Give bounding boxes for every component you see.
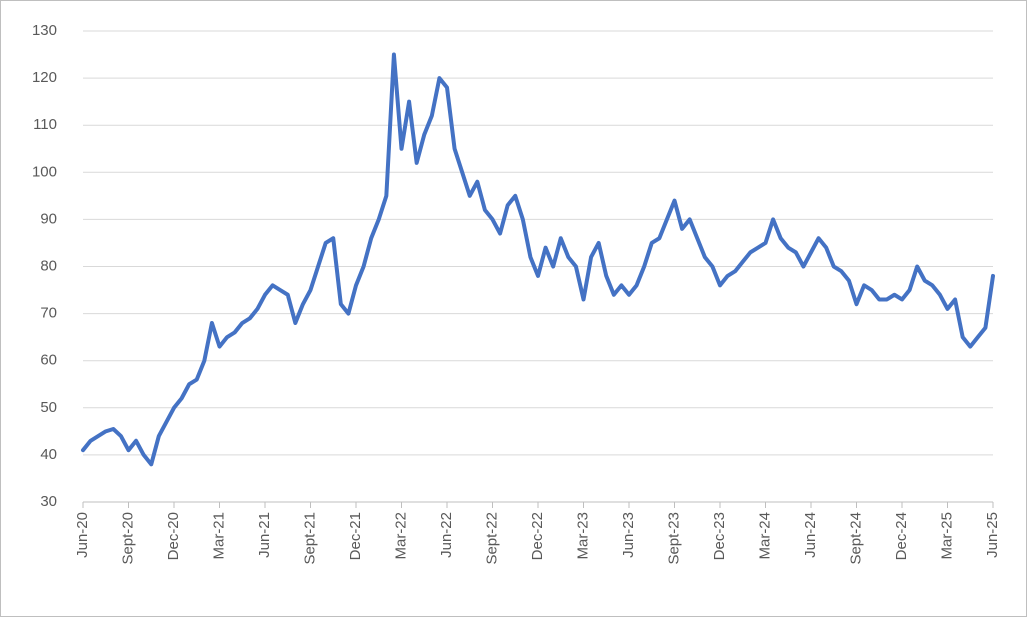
x-tick-label: Sept-23 [665, 512, 682, 565]
x-tick-label: Jun-22 [438, 512, 455, 558]
x-tick-label: Sept-21 [301, 512, 318, 565]
x-tick-label: Jun-25 [984, 512, 1001, 558]
x-tick-label: Dec-21 [347, 512, 364, 560]
x-tick-label: Dec-24 [893, 512, 910, 560]
x-tick-label: Sept-24 [847, 512, 864, 565]
y-tick-label: 120 [32, 69, 57, 86]
x-tick-label: Jun-24 [802, 512, 819, 558]
x-tick-label: Jun-21 [256, 512, 273, 558]
x-tick-label: Dec-20 [165, 512, 182, 560]
x-tick-label: Sept-22 [483, 512, 500, 565]
x-tick-label: Mar-24 [756, 512, 773, 560]
y-tick-label: 80 [40, 257, 57, 274]
y-tick-label: 40 [40, 446, 57, 463]
x-tick-label: Dec-22 [529, 512, 546, 560]
x-tick-label: Mar-25 [938, 512, 955, 560]
y-tick-label: 110 [33, 116, 57, 133]
y-tick-label: 100 [32, 163, 57, 180]
x-tick-label: Mar-23 [574, 512, 591, 560]
line-series [81, 52, 995, 467]
x-tick-label: Dec-23 [711, 512, 728, 560]
y-tick-label: 30 [40, 493, 57, 510]
x-tick-label: Jun-23 [620, 512, 637, 558]
y-tick-label: 70 [40, 305, 57, 322]
y-tick-label: 90 [40, 210, 57, 227]
y-tick-label: 60 [40, 352, 57, 369]
x-tick-label: Jun-20 [74, 512, 91, 558]
x-tick-label: Sept-20 [119, 512, 136, 565]
y-tick-label: 50 [40, 399, 57, 416]
y-tick-label: 130 [32, 22, 57, 39]
x-tick-label: Mar-22 [392, 512, 409, 560]
x-tick-label: Mar-21 [210, 512, 227, 560]
